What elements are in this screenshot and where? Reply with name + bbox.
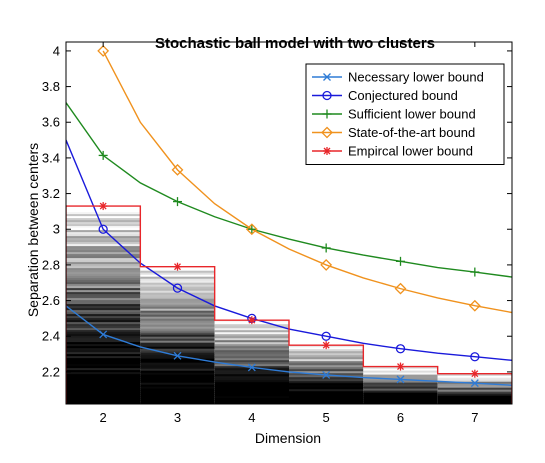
x-tick-label-4: 6 [397,410,404,425]
marker-layer [97,44,481,388]
y-tick-label-8: 3.8 [42,79,60,94]
y-tick-label-3: 2.8 [42,257,60,272]
point-s0-5 [470,379,479,388]
legend-entry-1: Conjectured bound [348,88,458,103]
y-tick-label-6: 3.4 [42,150,60,165]
point-s3-5 [468,299,481,312]
series-line-2 [66,102,512,278]
heatmap-layer [66,206,512,404]
point-s4-0 [99,202,108,211]
point-s1-1 [172,283,183,293]
point-s4-3 [322,341,331,350]
legend-entry-4: Empircal lower bound [348,144,473,159]
point-s2-3 [321,243,331,253]
axes-box [65,41,513,405]
point-s0-2 [247,363,256,372]
x-axis-label: Dimension [255,430,321,446]
point-s3-0 [97,44,110,57]
y-tick-label-9: 4 [53,43,60,58]
legend-marker-3 [321,126,333,139]
series-line-4 [66,205,512,404]
point-s2-2 [247,224,257,234]
point-s4-4 [396,362,405,371]
chart-title: Stochastic ball model with two clusters [155,35,435,52]
y-tick-label-2: 2.6 [42,293,60,308]
point-s3-4 [394,282,407,295]
point-s1-4 [395,344,406,354]
point-s2-1 [173,197,182,207]
point-s2-0 [98,150,108,160]
legend-entry-3: State-of-the-art bound [348,125,475,140]
point-s4-1 [173,262,182,271]
point-s4-5 [470,369,479,378]
point-s3-3 [320,258,333,271]
x-tick-label-1: 3 [174,410,181,425]
point-s3-2 [245,223,258,236]
y-tick-label-4: 3 [53,222,60,237]
tick-layer: 2 3 4 5 6 7 2.2 2.4 2.6 2.8 3 3.2 3.4 3.6 3.8 4 [42,42,512,425]
series-line-3 [102,50,512,314]
x-tick-label-3: 5 [323,410,330,425]
y-tick-label-0: 2.2 [42,364,60,379]
y-tick-label-7: 3.6 [42,115,60,130]
point-s2-4 [396,256,405,266]
legend-marker-0 [323,73,331,81]
point-s2-5 [470,267,480,277]
point-s1-5 [470,352,480,362]
legend: Necessary lower bound Conjectured bound Su… [305,63,505,165]
point-s1-0 [98,224,108,234]
point-s0-4 [396,375,405,384]
point-s0-3 [322,370,331,379]
legend-entry-2: Sufficient lower bound [348,107,476,122]
legend-marker-4 [323,147,331,155]
point-s0-1 [173,351,182,360]
legend-marker-1 [322,90,332,101]
point-s0-0 [99,330,108,339]
legend-entry-0: Necessary lower bound [348,70,484,85]
series-layer [66,50,512,404]
point-s4-2 [247,316,256,325]
y-tick-label-1: 2.4 [42,329,60,344]
x-tick-label-5: 7 [471,410,478,425]
series-line-0 [66,305,512,386]
point-s3-1 [171,163,184,176]
x-tick-label-2: 4 [248,410,255,425]
y-axis-label: Separation between centers [25,143,41,317]
legend-marker-2 [322,109,332,119]
x-tick-label-0: 2 [100,410,107,425]
y-tick-label-5: 3.2 [42,186,60,201]
point-s1-3 [321,331,331,341]
